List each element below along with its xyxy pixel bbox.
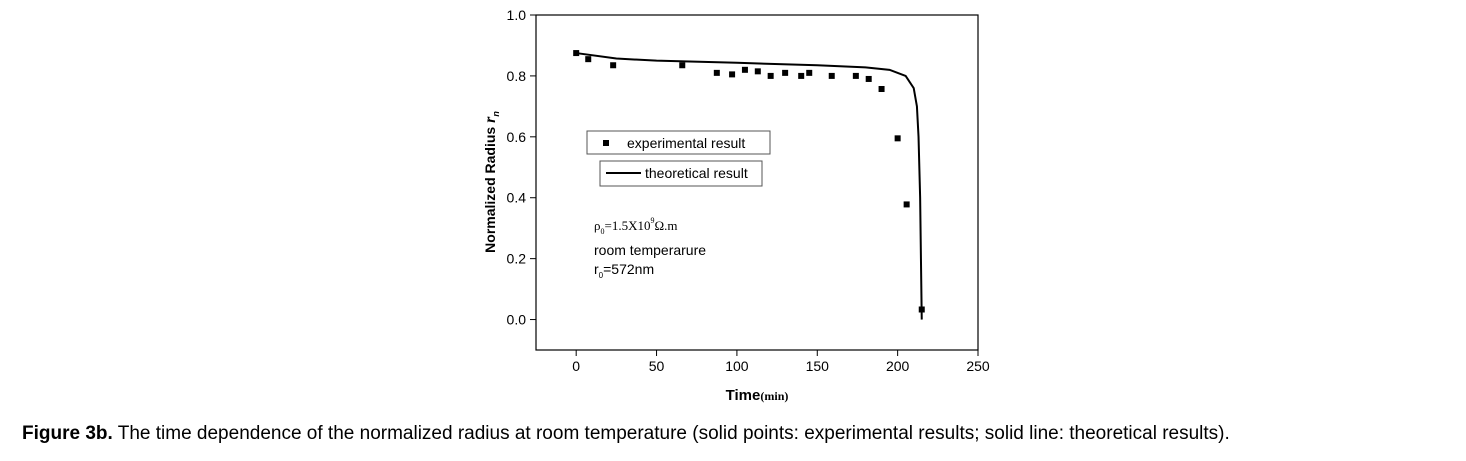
data-point xyxy=(754,68,761,75)
data-point xyxy=(828,72,835,79)
annotation: ρ0=1.5X109Ω.m xyxy=(594,216,678,236)
legend-box xyxy=(599,160,763,187)
data-point xyxy=(713,69,720,76)
y-tick-label: 0.2 xyxy=(507,251,527,267)
data-point xyxy=(741,66,748,73)
data-point xyxy=(903,201,910,208)
y-tick-label: 1.0 xyxy=(507,7,527,23)
data-point xyxy=(806,69,813,76)
caption: Figure 3b. The time dependence of the no… xyxy=(22,423,1230,444)
x-axis-label: Time(min) xyxy=(726,387,789,404)
data-point xyxy=(729,71,736,78)
y-tick-label: 0.0 xyxy=(507,312,527,328)
annotation: room temperarure xyxy=(594,242,706,258)
x-tick-label: 0 xyxy=(572,358,580,374)
data-point xyxy=(585,56,592,63)
x-tick-label: 100 xyxy=(725,358,749,374)
data-point xyxy=(852,72,859,79)
annotation: r0=572nm xyxy=(594,261,654,280)
data-point xyxy=(610,62,617,69)
y-tick-label: 0.6 xyxy=(507,129,527,145)
data-point xyxy=(782,69,789,76)
plot-frame xyxy=(535,14,979,351)
x-tick-label: 150 xyxy=(806,358,830,374)
plot-marks: 0 50 100 150 200 250 0.0 0.2 0.4 0.6 0.8 1.0 xyxy=(507,7,990,374)
y-tick-label: 0.4 xyxy=(507,190,527,206)
x-tick-label: 250 xyxy=(966,358,990,374)
x-tick-label: 50 xyxy=(649,358,665,374)
data-point xyxy=(865,75,872,82)
legend-label: theoretical result xyxy=(645,165,748,181)
data-point xyxy=(894,135,901,142)
legend-box xyxy=(586,130,771,155)
data-point xyxy=(767,72,774,79)
legend-label: experimental result xyxy=(627,135,745,151)
x-tick-label: 200 xyxy=(886,358,910,374)
legend-marker xyxy=(603,140,609,146)
theory-line xyxy=(576,52,923,320)
y-tick-label: 0.8 xyxy=(507,68,527,84)
data-point xyxy=(679,62,686,69)
y-axis-label: Normalized Radius rn xyxy=(482,111,501,253)
data-point xyxy=(798,72,805,79)
data-point xyxy=(878,86,885,93)
